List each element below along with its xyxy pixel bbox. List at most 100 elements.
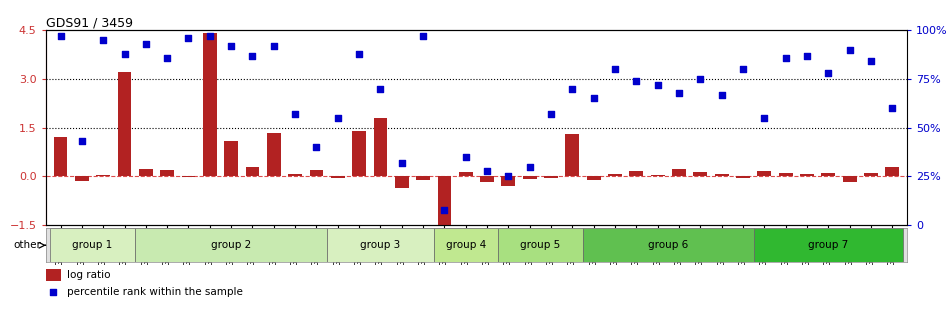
Point [501, 174, 516, 179]
Bar [46, 269, 61, 281]
Point [543, 111, 559, 117]
Bar [736, 176, 750, 178]
Point [372, 86, 388, 91]
Text: log ratio: log ratio [67, 270, 110, 280]
Bar [498, 228, 583, 262]
Text: GDS91 / 3459: GDS91 / 3459 [46, 16, 133, 29]
Bar [161, 170, 174, 176]
Point [46, 289, 61, 294]
Bar [672, 169, 686, 176]
Bar [181, 176, 196, 177]
Point [74, 139, 89, 144]
Bar [327, 228, 434, 262]
Text: group 4: group 4 [446, 240, 485, 250]
Point [458, 154, 473, 160]
Bar [587, 176, 600, 180]
Point [160, 55, 175, 60]
Bar [245, 167, 259, 176]
Bar [352, 131, 366, 176]
Text: group 6: group 6 [648, 240, 689, 250]
Bar [779, 172, 792, 176]
Bar [139, 169, 153, 176]
Bar [434, 228, 498, 262]
Bar [753, 228, 903, 262]
Bar [864, 172, 878, 176]
Point [735, 67, 751, 72]
Bar [395, 176, 408, 188]
Point [693, 76, 708, 82]
Bar [53, 137, 67, 176]
Text: group 7: group 7 [808, 240, 848, 250]
Bar [459, 171, 473, 176]
Bar [331, 176, 345, 178]
Bar [288, 174, 302, 176]
Point [352, 51, 367, 56]
Text: group 5: group 5 [521, 240, 560, 250]
Bar [224, 141, 238, 176]
Bar [416, 176, 430, 180]
Point [394, 160, 409, 165]
Text: other: other [13, 240, 42, 250]
Point [884, 106, 900, 111]
Point [202, 33, 218, 39]
Point [799, 53, 814, 58]
Point [245, 53, 260, 58]
Bar [885, 167, 900, 176]
Bar [75, 176, 88, 181]
Point [864, 59, 879, 64]
Point [117, 51, 132, 56]
Bar [714, 174, 729, 176]
Point [180, 35, 196, 41]
Point [778, 55, 793, 60]
Point [309, 144, 324, 150]
Bar [630, 171, 643, 176]
Point [586, 96, 601, 101]
Bar [583, 228, 753, 262]
Bar [502, 176, 515, 186]
Bar [373, 118, 388, 176]
Bar [96, 175, 110, 176]
Point [331, 115, 346, 121]
Bar [800, 174, 814, 176]
Point [415, 33, 430, 39]
Point [672, 90, 687, 95]
Bar [544, 176, 558, 178]
Text: group 1: group 1 [72, 240, 113, 250]
Bar [118, 73, 131, 176]
Bar [522, 176, 537, 179]
Bar [310, 170, 323, 176]
Point [757, 115, 772, 121]
Point [223, 43, 238, 48]
Text: percentile rank within the sample: percentile rank within the sample [67, 287, 243, 297]
Point [266, 43, 281, 48]
Point [565, 86, 580, 91]
Bar [49, 228, 135, 262]
Text: group 2: group 2 [211, 240, 252, 250]
Point [139, 41, 154, 47]
Bar [757, 171, 771, 176]
Point [522, 164, 538, 169]
Bar [608, 174, 622, 176]
Point [96, 37, 111, 43]
Bar [651, 175, 665, 176]
Bar [565, 134, 580, 176]
Text: group 3: group 3 [360, 240, 401, 250]
Bar [135, 228, 327, 262]
Bar [267, 132, 281, 176]
Bar [694, 171, 708, 176]
Point [842, 47, 857, 52]
Bar [438, 176, 451, 225]
Point [821, 71, 836, 76]
Point [629, 78, 644, 84]
Point [53, 33, 68, 39]
Bar [480, 176, 494, 182]
Point [607, 67, 622, 72]
Point [437, 207, 452, 212]
Point [650, 82, 665, 87]
Bar [203, 34, 217, 176]
Point [480, 168, 495, 173]
Point [714, 92, 730, 97]
Bar [822, 172, 835, 176]
Bar [843, 176, 857, 182]
Point [288, 111, 303, 117]
